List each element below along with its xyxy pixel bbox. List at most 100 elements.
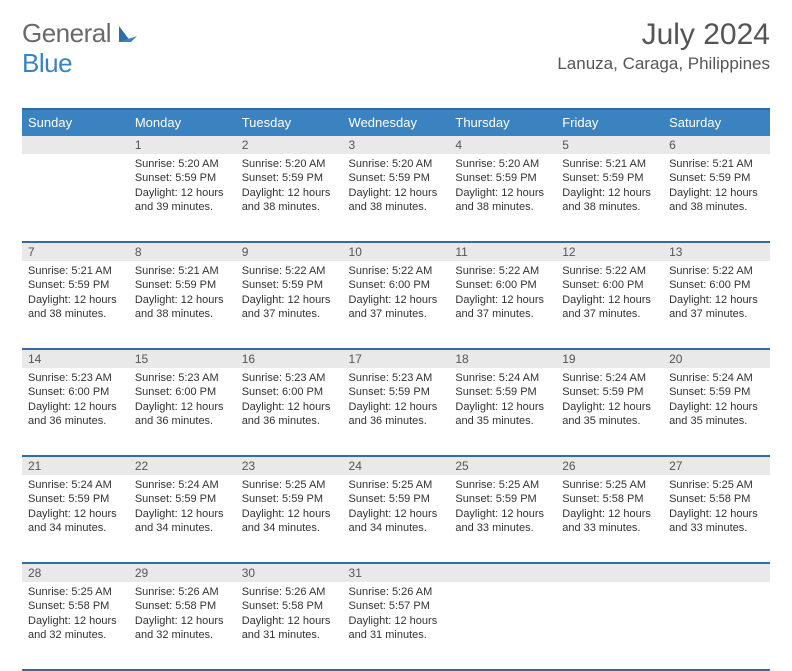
- day-cell: Sunrise: 5:22 AMSunset: 6:00 PMDaylight:…: [556, 261, 663, 349]
- weekday-header: Tuesday: [236, 109, 343, 136]
- day-content: Sunrise: 5:20 AMSunset: 5:59 PMDaylight:…: [129, 154, 236, 219]
- daynum-row: 123456: [22, 136, 770, 154]
- daylight-line: Daylight: 12 hours and 34 minutes.: [349, 507, 444, 536]
- day-content: Sunrise: 5:26 AMSunset: 5:58 PMDaylight:…: [236, 582, 343, 647]
- day-cell: Sunrise: 5:25 AMSunset: 5:59 PMDaylight:…: [343, 475, 450, 563]
- daynum-cell: 24: [343, 456, 450, 475]
- day-number: 16: [236, 350, 343, 368]
- daynum-cell: 21: [22, 456, 129, 475]
- day-cell: Sunrise: 5:22 AMSunset: 6:00 PMDaylight:…: [449, 261, 556, 349]
- day-number: 18: [449, 350, 556, 368]
- day-cell: [449, 582, 556, 670]
- day-number: 22: [129, 457, 236, 475]
- daynum-cell: 30: [236, 563, 343, 582]
- day-cell: Sunrise: 5:26 AMSunset: 5:57 PMDaylight:…: [343, 582, 450, 670]
- daynum-cell: 12: [556, 242, 663, 261]
- day-content: Sunrise: 5:20 AMSunset: 5:59 PMDaylight:…: [343, 154, 450, 219]
- daylight-line: Daylight: 12 hours and 37 minutes.: [669, 293, 764, 322]
- sunrise-line: Sunrise: 5:25 AM: [28, 585, 123, 599]
- day-content: Sunrise: 5:21 AMSunset: 5:59 PMDaylight:…: [556, 154, 663, 219]
- daynum-cell: 8: [129, 242, 236, 261]
- sunset-line: Sunset: 5:59 PM: [349, 171, 444, 185]
- day-number: 4: [449, 136, 556, 154]
- logo-text-general: General: [22, 18, 111, 49]
- day-cell: Sunrise: 5:24 AMSunset: 5:59 PMDaylight:…: [556, 368, 663, 456]
- daynum-cell: 4: [449, 136, 556, 154]
- daylight-line: Daylight: 12 hours and 38 minutes.: [242, 186, 337, 215]
- sunset-line: Sunset: 5:59 PM: [135, 492, 230, 506]
- weekday-header: Thursday: [449, 109, 556, 136]
- day-content: Sunrise: 5:20 AMSunset: 5:59 PMDaylight:…: [236, 154, 343, 219]
- daynum-cell: 15: [129, 349, 236, 368]
- weekday-header-row: Sunday Monday Tuesday Wednesday Thursday…: [22, 109, 770, 136]
- daylight-line: Daylight: 12 hours and 33 minutes.: [455, 507, 550, 536]
- sunset-line: Sunset: 5:59 PM: [28, 278, 123, 292]
- daynum-cell: 16: [236, 349, 343, 368]
- sunrise-line: Sunrise: 5:20 AM: [455, 157, 550, 171]
- sunset-line: Sunset: 6:00 PM: [28, 385, 123, 399]
- day-number: 3: [343, 136, 450, 154]
- month-title: July 2024: [557, 18, 770, 52]
- weekday-header: Sunday: [22, 109, 129, 136]
- sunset-line: Sunset: 5:59 PM: [349, 385, 444, 399]
- sunset-line: Sunset: 6:00 PM: [242, 385, 337, 399]
- daylight-line: Daylight: 12 hours and 36 minutes.: [349, 400, 444, 429]
- daynum-cell: 19: [556, 349, 663, 368]
- logo: General: [22, 18, 143, 49]
- calendar-page: General July 2024 Lanuza, Caraga, Philip…: [0, 0, 792, 612]
- sunrise-line: Sunrise: 5:22 AM: [349, 264, 444, 278]
- daynum-cell: 9: [236, 242, 343, 261]
- sunset-line: Sunset: 5:59 PM: [455, 492, 550, 506]
- daylight-line: Daylight: 12 hours and 36 minutes.: [28, 400, 123, 429]
- sunrise-line: Sunrise: 5:23 AM: [135, 371, 230, 385]
- logo-text-blue: Blue: [22, 48, 72, 78]
- day-number: 25: [449, 457, 556, 475]
- day-cell: Sunrise: 5:20 AMSunset: 5:59 PMDaylight:…: [449, 154, 556, 242]
- sunrise-line: Sunrise: 5:24 AM: [562, 371, 657, 385]
- sunset-line: Sunset: 5:59 PM: [135, 171, 230, 185]
- sunrise-line: Sunrise: 5:24 AM: [135, 478, 230, 492]
- sunrise-line: Sunrise: 5:25 AM: [349, 478, 444, 492]
- sunrise-line: Sunrise: 5:24 AM: [669, 371, 764, 385]
- daylight-line: Daylight: 12 hours and 34 minutes.: [28, 507, 123, 536]
- daynum-cell: [556, 563, 663, 582]
- daylight-line: Daylight: 12 hours and 37 minutes.: [455, 293, 550, 322]
- day-number: 8: [129, 243, 236, 261]
- day-number: 30: [236, 564, 343, 582]
- daynum-cell: 5: [556, 136, 663, 154]
- daynum-cell: [449, 563, 556, 582]
- location-text: Lanuza, Caraga, Philippines: [557, 54, 770, 74]
- daynum-cell: 11: [449, 242, 556, 261]
- daylight-line: Daylight: 12 hours and 38 minutes.: [455, 186, 550, 215]
- sunset-line: Sunset: 5:59 PM: [28, 492, 123, 506]
- day-cell: Sunrise: 5:24 AMSunset: 5:59 PMDaylight:…: [22, 475, 129, 563]
- sunset-line: Sunset: 5:58 PM: [135, 599, 230, 613]
- day-number: 21: [22, 457, 129, 475]
- day-cell: Sunrise: 5:24 AMSunset: 5:59 PMDaylight:…: [663, 368, 770, 456]
- sunrise-line: Sunrise: 5:26 AM: [349, 585, 444, 599]
- day-content: Sunrise: 5:26 AMSunset: 5:57 PMDaylight:…: [343, 582, 450, 647]
- day-number: 24: [343, 457, 450, 475]
- info-row: Sunrise: 5:23 AMSunset: 6:00 PMDaylight:…: [22, 368, 770, 456]
- sunset-line: Sunset: 5:58 PM: [669, 492, 764, 506]
- day-content: Sunrise: 5:21 AMSunset: 5:59 PMDaylight:…: [22, 261, 129, 326]
- day-cell: Sunrise: 5:21 AMSunset: 5:59 PMDaylight:…: [22, 261, 129, 349]
- daynum-cell: 6: [663, 136, 770, 154]
- day-cell: Sunrise: 5:21 AMSunset: 5:59 PMDaylight:…: [556, 154, 663, 242]
- day-cell: Sunrise: 5:23 AMSunset: 6:00 PMDaylight:…: [22, 368, 129, 456]
- day-number: 12: [556, 243, 663, 261]
- day-cell: Sunrise: 5:26 AMSunset: 5:58 PMDaylight:…: [129, 582, 236, 670]
- sunset-line: Sunset: 5:59 PM: [669, 171, 764, 185]
- sunrise-line: Sunrise: 5:23 AM: [349, 371, 444, 385]
- sunset-line: Sunset: 5:59 PM: [562, 171, 657, 185]
- day-content: Sunrise: 5:23 AMSunset: 6:00 PMDaylight:…: [236, 368, 343, 433]
- day-content: Sunrise: 5:22 AMSunset: 6:00 PMDaylight:…: [556, 261, 663, 326]
- info-row: Sunrise: 5:20 AM Sunset: 5:59 PM Daylight:…: [22, 154, 770, 242]
- sunrise-line: Sunrise: 5:22 AM: [562, 264, 657, 278]
- daynum-cell: 10: [343, 242, 450, 261]
- weekday-header: Wednesday: [343, 109, 450, 136]
- day-number: 31: [343, 564, 450, 582]
- day-cell: [663, 582, 770, 670]
- day-content: Sunrise: 5:24 AMSunset: 5:59 PMDaylight:…: [22, 475, 129, 540]
- day-content: Sunrise: 5:25 AMSunset: 5:58 PMDaylight:…: [663, 475, 770, 540]
